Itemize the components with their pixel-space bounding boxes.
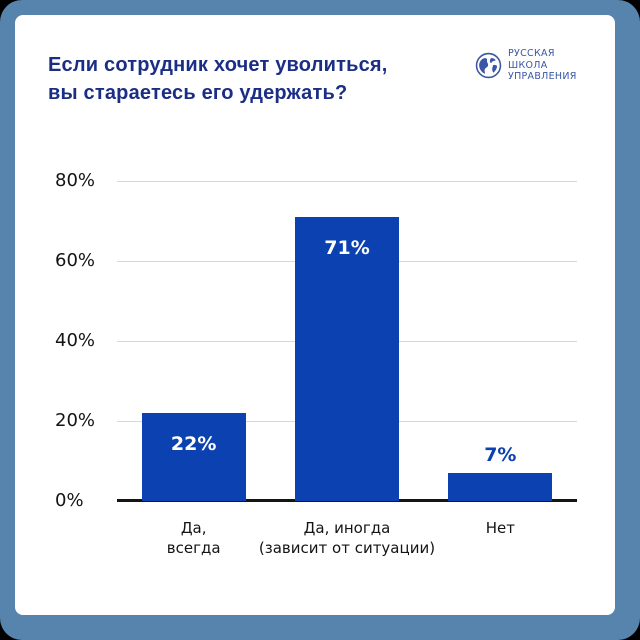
y-axis-tick-label: 40% bbox=[55, 330, 96, 351]
logo: РУССКАЯ ШКОЛА УПРАВЛЕНИЯ bbox=[475, 48, 577, 83]
bar: 22% bbox=[141, 413, 246, 501]
bar-chart: 80% 60% 40% 20% 0% 22% 71% 7% Да, всегда Да, иногд… bbox=[15, 15, 615, 615]
bar: 71% bbox=[295, 217, 399, 501]
x-axis-category-label: Да, всегда bbox=[97, 518, 290, 558]
x-axis-category-line: Нет bbox=[485, 519, 515, 537]
chart-title-line2: вы стараетесь его удержать? bbox=[48, 82, 348, 104]
x-axis-category-line: (зависит от ситуации) bbox=[258, 539, 436, 557]
gridline bbox=[117, 180, 577, 182]
y-axis-tick-label: 20% bbox=[55, 410, 96, 431]
globe-icon bbox=[475, 52, 502, 78]
logo-text-line3: УПРАВЛЕНИЯ bbox=[508, 71, 577, 82]
bar-value-label: 71% bbox=[324, 237, 370, 259]
x-axis-category-label: Нет bbox=[404, 518, 597, 538]
logo-text: РУССКАЯ ШКОЛА УПРАВЛЕНИЯ bbox=[508, 48, 577, 83]
bar-value-label: 22% bbox=[170, 433, 217, 455]
chart-title: Если сотрудник хочет уволиться, вы старае… bbox=[48, 51, 388, 107]
chart-title-line1: Если сотрудник хочет уволиться, bbox=[48, 54, 388, 76]
x-axis-category-line: Да, bbox=[180, 519, 207, 537]
y-axis-tick-label: 0% bbox=[55, 490, 84, 511]
y-axis-tick-label: 60% bbox=[55, 250, 96, 271]
infographic-card: Если сотрудник хочет уволиться, вы старае… bbox=[15, 15, 615, 615]
y-axis-tick-label: 80% bbox=[55, 170, 96, 191]
bar-value-label: 7% bbox=[484, 444, 517, 466]
bar: 7% bbox=[448, 444, 553, 501]
logo-text-line2: ШКОЛА bbox=[508, 59, 548, 71]
x-axis-category-line: Да, иногда bbox=[303, 519, 391, 537]
x-axis-category-line: всегда bbox=[166, 539, 221, 557]
logo-text-line1: РУССКАЯ bbox=[508, 48, 555, 59]
x-axis-category-label: Да, иногда (зависит от ситуации) bbox=[250, 518, 443, 558]
